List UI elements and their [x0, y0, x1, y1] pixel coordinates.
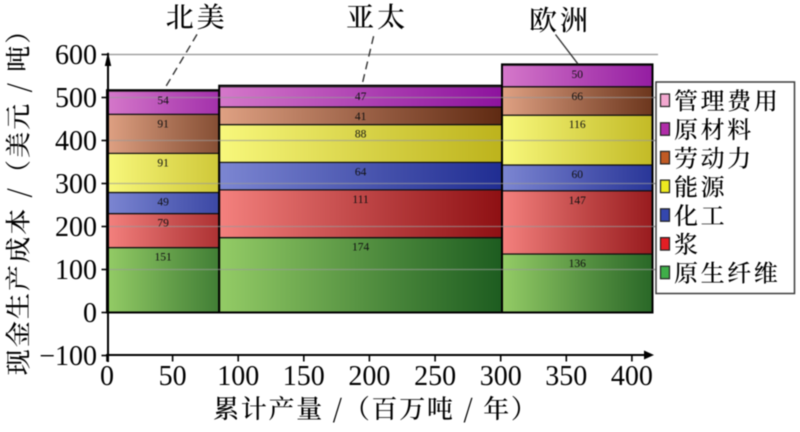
svg-text:136: 136 [569, 258, 587, 270]
svg-text:60: 60 [571, 169, 583, 181]
svg-text:49: 49 [157, 197, 169, 209]
svg-text:300: 300 [55, 169, 97, 200]
svg-text:600: 600 [55, 40, 97, 71]
svg-text:300: 300 [480, 361, 522, 392]
svg-text:200: 200 [348, 361, 390, 392]
svg-text:0: 0 [100, 361, 114, 392]
svg-text:54: 54 [157, 95, 169, 107]
svg-text:50: 50 [159, 361, 187, 392]
svg-text:150: 150 [283, 361, 325, 392]
svg-text:116: 116 [569, 119, 586, 131]
svg-text:350: 350 [545, 361, 587, 392]
svg-text:147: 147 [569, 195, 587, 207]
svg-text:91: 91 [157, 157, 169, 169]
svg-text:0: 0 [83, 298, 97, 329]
svg-text:91: 91 [157, 118, 169, 130]
svg-text:111: 111 [352, 194, 369, 206]
svg-text:400: 400 [55, 126, 97, 157]
svg-text:64: 64 [355, 166, 367, 178]
svg-text:400: 400 [611, 361, 653, 392]
svg-text:100: 100 [217, 361, 259, 392]
svg-text:500: 500 [55, 83, 97, 114]
svg-text:−100: −100 [39, 341, 97, 372]
svg-text:79: 79 [157, 218, 169, 230]
svg-text:50: 50 [571, 69, 583, 81]
svg-text:200: 200 [55, 212, 97, 243]
svg-text:250: 250 [414, 361, 456, 392]
svg-text:151: 151 [154, 252, 172, 264]
svg-text:88: 88 [355, 129, 367, 141]
svg-text:41: 41 [355, 111, 367, 123]
svg-text:174: 174 [352, 242, 370, 254]
svg-text:66: 66 [571, 91, 583, 103]
svg-text:47: 47 [355, 91, 367, 103]
svg-text:100: 100 [55, 255, 97, 286]
